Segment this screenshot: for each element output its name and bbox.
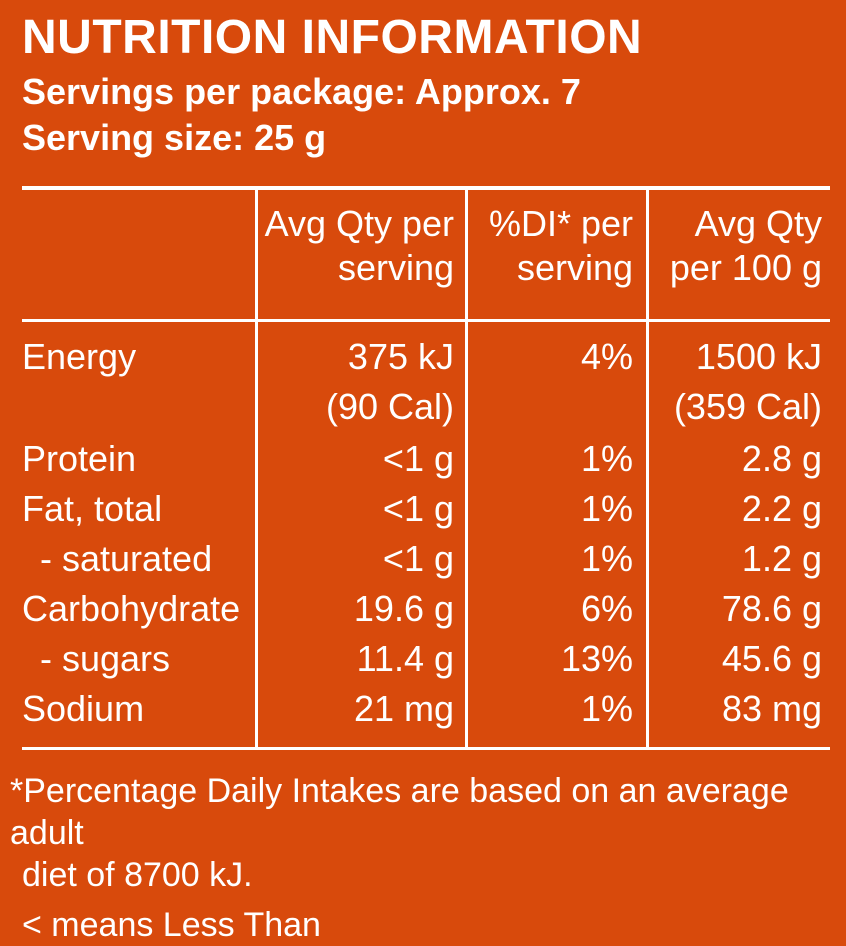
nutrition-table: Avg Qty per serving %DI* per serving Avg… bbox=[22, 186, 830, 750]
footnote: *Percentage Daily Intakes are based on a… bbox=[10, 770, 830, 946]
table-body: Energy 375 kJ (90 Cal) 4% 1500 kJ (359 C… bbox=[22, 332, 830, 734]
nutrient-name: Protein bbox=[22, 438, 137, 479]
panel-title: NUTRITION INFORMATION bbox=[22, 11, 643, 64]
qty-kj: 1500 kJ bbox=[695, 336, 822, 377]
qty-kj: 375 kJ bbox=[347, 336, 454, 377]
di-per-serving: 6% bbox=[580, 588, 633, 629]
table-row-energy: Energy 375 kJ (90 Cal) 4% 1500 kJ (359 C… bbox=[22, 332, 830, 434]
qty-per-100g: 1.2 g bbox=[741, 538, 822, 579]
table-header-rule bbox=[22, 319, 830, 322]
qty-per-serving: <1 g bbox=[382, 438, 454, 479]
qty-per-100g: 78.6 g bbox=[721, 588, 822, 629]
table-row-protein: Protein <1 g 1% 2.8 g bbox=[22, 434, 830, 484]
qty-per-100g: 2.2 g bbox=[741, 488, 822, 529]
table-row-fat-total: Fat, total <1 g 1% 2.2 g bbox=[22, 484, 830, 534]
header-line: serving bbox=[337, 247, 454, 288]
qty-per-serving: 375 kJ (90 Cal) bbox=[326, 332, 454, 432]
qty-per-serving: <1 g bbox=[382, 488, 454, 529]
table-bottom-rule bbox=[22, 747, 830, 750]
header-avg-qty-per-serving: Avg Qty per serving bbox=[265, 202, 454, 290]
nutrient-name: Fat, total bbox=[22, 488, 163, 529]
servings-per-package: Servings per package: Approx. 7 bbox=[22, 71, 581, 112]
column-divider-2 bbox=[465, 186, 468, 750]
footnote-di-line: *Percentage Daily Intakes are based on a… bbox=[10, 772, 789, 852]
header-di-per-serving: %DI* per serving bbox=[489, 202, 633, 290]
header-line: %DI* per bbox=[488, 203, 633, 244]
qty-per-100g: 1500 kJ (359 Cal) bbox=[674, 332, 822, 432]
header-line: Avg Qty bbox=[694, 203, 822, 244]
header-line: Avg Qty per bbox=[264, 203, 454, 244]
di-per-serving: 1% bbox=[580, 538, 633, 579]
nutrient-name: Carbohydrate bbox=[22, 588, 241, 629]
qty-per-100g: 83 mg bbox=[721, 688, 822, 729]
table-top-rule bbox=[22, 186, 830, 190]
qty-per-100g: 45.6 g bbox=[721, 638, 822, 679]
table-row-sugars: - sugars 11.4 g 13% 45.6 g bbox=[22, 634, 830, 684]
di-per-serving: 13% bbox=[560, 638, 633, 679]
nutrition-panel: NUTRITION INFORMATION Servings per packa… bbox=[10, 11, 830, 944]
nutrient-name: - sugars bbox=[40, 638, 171, 679]
table-row-saturated: - saturated <1 g 1% 1.2 g bbox=[22, 534, 830, 584]
di-per-serving: 1% bbox=[580, 688, 633, 729]
qty-per-serving: 11.4 g bbox=[356, 638, 454, 679]
header-line: per 100 g bbox=[669, 247, 822, 288]
less-than-note: < means Less Than bbox=[22, 906, 321, 944]
qty-per-serving: <1 g bbox=[382, 538, 454, 579]
footnote-diet-line: diet of 8700 kJ. bbox=[22, 856, 253, 894]
qty-per-100g: 2.8 g bbox=[741, 438, 822, 479]
qty-per-serving: 19.6 g bbox=[353, 588, 454, 629]
nutrient-name: - saturated bbox=[40, 538, 213, 579]
di-per-serving: 1% bbox=[580, 488, 633, 529]
serving-size: Serving size: 25 g bbox=[22, 117, 327, 158]
nutrient-name: Energy bbox=[22, 336, 137, 377]
qty-cal: (90 Cal) bbox=[325, 386, 454, 427]
table-row-sodium: Sodium 21 mg 1% 83 mg bbox=[22, 684, 830, 734]
header-line: serving bbox=[516, 247, 633, 288]
di-per-serving: 4% bbox=[580, 336, 633, 377]
nutrient-name: Sodium bbox=[22, 688, 145, 729]
di-per-serving: 1% bbox=[580, 438, 633, 479]
column-divider-1 bbox=[255, 186, 258, 750]
table-row-carbohydrate: Carbohydrate 19.6 g 6% 78.6 g bbox=[22, 584, 830, 634]
header-avg-qty-per-100g: Avg Qty per 100 g bbox=[670, 202, 822, 290]
column-divider-3 bbox=[646, 186, 649, 750]
qty-per-serving: 21 mg bbox=[353, 688, 454, 729]
qty-cal: (359 Cal) bbox=[673, 386, 822, 427]
